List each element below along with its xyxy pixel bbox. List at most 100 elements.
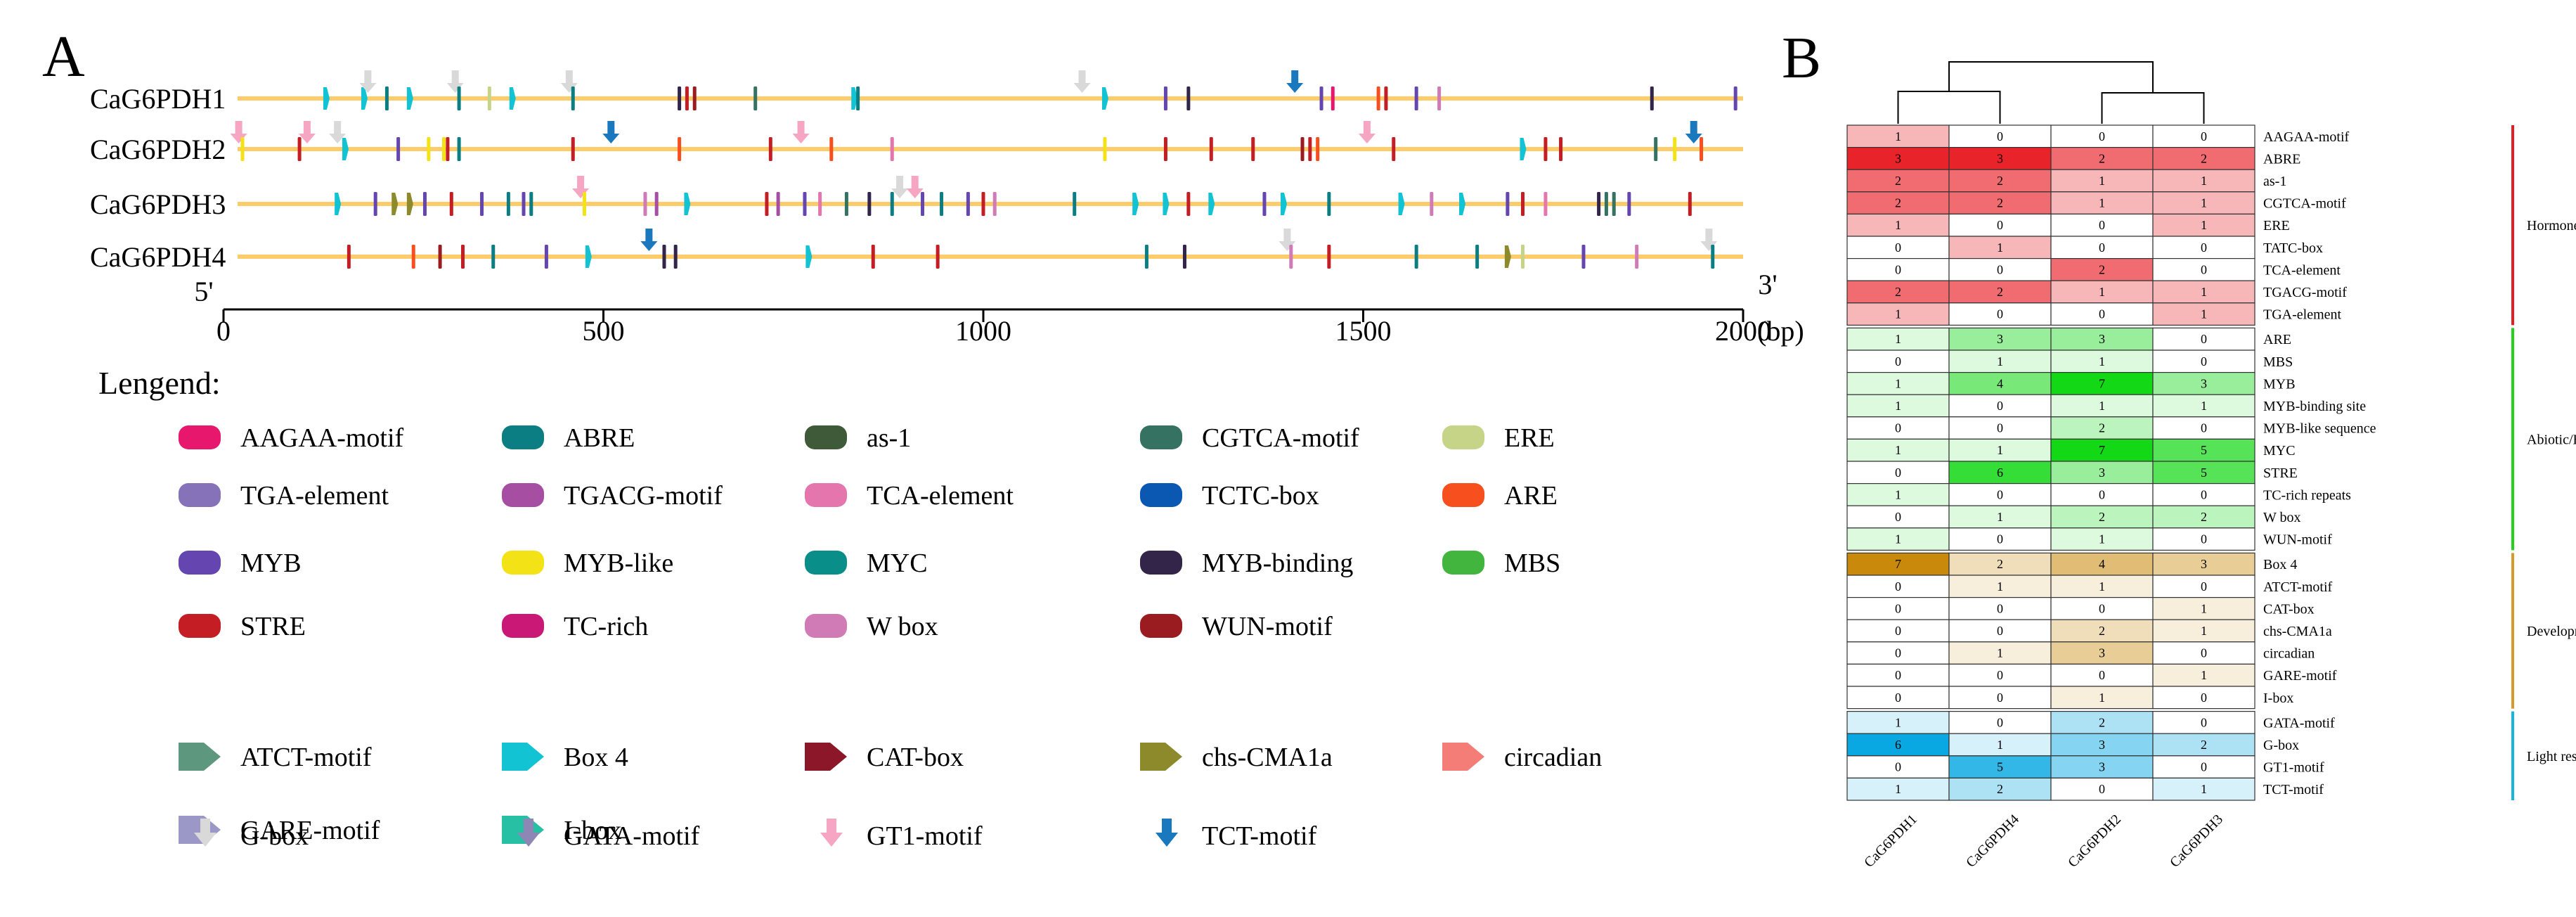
heatmap-cell xyxy=(2050,416,2154,440)
heatmap-cell xyxy=(1846,619,1950,643)
legend-label: ERE xyxy=(1504,423,1555,453)
row-label: TGACG-motif xyxy=(2263,285,2347,300)
cell-value: 3 xyxy=(2099,646,2105,660)
element-stre xyxy=(1559,137,1563,161)
element-myb xyxy=(1581,245,1586,269)
element-box-4 xyxy=(361,87,368,110)
dendrogram-branch xyxy=(1897,91,2001,124)
cell-value: 0 xyxy=(2201,354,2207,368)
element-chs-cma1a xyxy=(406,193,413,215)
heatmap: 1 0 0 0 AAGAA-motif 3 3 2 2 ABRE 2 2 1 1 as-1 2 2 1 1 CGTCA… xyxy=(1846,124,2576,871)
element-stre xyxy=(1186,192,1191,216)
element-stre xyxy=(871,245,875,269)
element-cgtca-motif xyxy=(844,192,848,216)
heatmap-cell xyxy=(2050,641,2154,665)
legend-swatch xyxy=(1442,551,1484,575)
gene-track-cag6pdh2: CaG6PDH2 xyxy=(90,121,1743,165)
cell-value: 0 xyxy=(1895,262,1901,276)
element-are xyxy=(829,137,834,161)
heatmap-cell xyxy=(1846,755,1950,779)
cell-value: 1 xyxy=(2201,218,2207,232)
cell-value: 2 xyxy=(1997,174,2003,188)
element-cgtca-motif xyxy=(1612,192,1616,216)
element-box-4 xyxy=(684,193,691,215)
heatmap-cell xyxy=(1948,686,2052,710)
element-g-box xyxy=(446,70,464,93)
element-stre xyxy=(981,192,985,216)
cell-value: 0 xyxy=(1895,421,1901,435)
heatmap-cell xyxy=(1948,641,2052,665)
cell-value: 0 xyxy=(2201,332,2207,346)
row-label: WUN-motif xyxy=(2263,532,2332,548)
panel-label-a: A xyxy=(42,24,85,89)
heatmap-row-stre: 0 6 3 5 STRE xyxy=(1846,461,2298,485)
heatmap-row-i-box: 0 0 1 0 I-box xyxy=(1846,686,2293,710)
legend-item-myb-binding: MYB-binding xyxy=(1140,549,1353,578)
heatmap-cell xyxy=(2050,755,2154,779)
gene-label: CaG6PDH3 xyxy=(90,188,226,220)
element-stre xyxy=(936,245,940,269)
cell-value: 3 xyxy=(2201,376,2207,390)
gene-label: CaG6PDH2 xyxy=(90,134,226,165)
legend-swatch xyxy=(194,819,216,847)
legend-swatch xyxy=(1156,819,1178,847)
heatmap-row-g-box: 6 1 3 2 G-box xyxy=(1846,733,2299,757)
heatmap-row-myb-like-sequence: 0 0 2 0 MYB-like sequence xyxy=(1846,416,2376,440)
element-g-box xyxy=(891,176,909,198)
element-ere xyxy=(1521,245,1525,269)
element-w-box xyxy=(1289,245,1293,269)
cell-value: 3 xyxy=(2099,332,2105,346)
heatmap-row-myc: 1 1 7 5 MYC xyxy=(1846,438,2296,462)
heatmap-cell xyxy=(1948,371,2052,395)
element-w-box xyxy=(992,192,997,216)
heatmap-cell xyxy=(2152,258,2255,281)
legend-label: GT1-motif xyxy=(867,821,983,851)
cell-value: 1 xyxy=(1997,579,2003,594)
element-stre xyxy=(449,192,453,216)
cell-value: 0 xyxy=(2099,307,2105,321)
cell-value: 1 xyxy=(1895,443,1901,457)
heatmap-row-tgacg-motif: 2 2 1 1 TGACG-motif xyxy=(1846,280,2347,304)
cell-value: 0 xyxy=(2099,218,2105,232)
element-abre xyxy=(571,86,575,110)
row-label: AAGAA-motif xyxy=(2263,129,2350,145)
element-myb xyxy=(544,245,548,269)
element-w-box xyxy=(1430,192,1434,216)
legend-item-box-4: Box 4 xyxy=(502,743,628,772)
heatmap-row-gt1-motif: 0 5 3 0 GT1-motif xyxy=(1846,755,2324,779)
element-myb-like xyxy=(240,137,245,161)
element-box-4 xyxy=(805,245,813,268)
heatmap-cell xyxy=(1948,302,2052,326)
element-chs-cma1a xyxy=(391,193,399,215)
element-ere xyxy=(487,86,491,110)
heatmap-cell xyxy=(1948,596,2052,620)
cell-value: 5 xyxy=(2201,443,2207,457)
element-are xyxy=(678,137,682,161)
element-abre xyxy=(940,192,944,216)
dendrogram-branch xyxy=(1948,61,2154,93)
cell-value: 0 xyxy=(1997,262,2003,276)
cell-value: 1 xyxy=(2201,668,2207,682)
cell-value: 0 xyxy=(2201,532,2207,546)
element-w-box xyxy=(1437,86,1442,110)
heatmap-cell xyxy=(2152,147,2255,170)
legend-item-abre: ABRE xyxy=(502,423,635,453)
cell-value: 4 xyxy=(2099,557,2105,571)
element-myb-binding xyxy=(867,192,872,216)
legend-label: TCT-motif xyxy=(1202,821,1317,851)
element-myb xyxy=(1627,192,1631,216)
cell-value: 2 xyxy=(2099,151,2105,165)
heatmap-cell xyxy=(2050,213,2154,237)
element-g-box xyxy=(1700,229,1718,251)
column-label: CaG6PDH4 xyxy=(1963,812,2022,871)
cell-value: 1 xyxy=(2099,174,2105,188)
heatmap-cell xyxy=(2152,505,2255,529)
cell-value: 1 xyxy=(2201,782,2207,796)
heatmap-cell xyxy=(1846,733,1950,757)
cell-value: 1 xyxy=(1997,241,2003,255)
cell-value: 0 xyxy=(2099,782,2105,796)
element-gt1-motif xyxy=(230,121,247,143)
cell-value: 1 xyxy=(1997,510,2003,524)
cell-value: 0 xyxy=(1997,487,2003,501)
row-label: G-box xyxy=(2263,738,2299,753)
